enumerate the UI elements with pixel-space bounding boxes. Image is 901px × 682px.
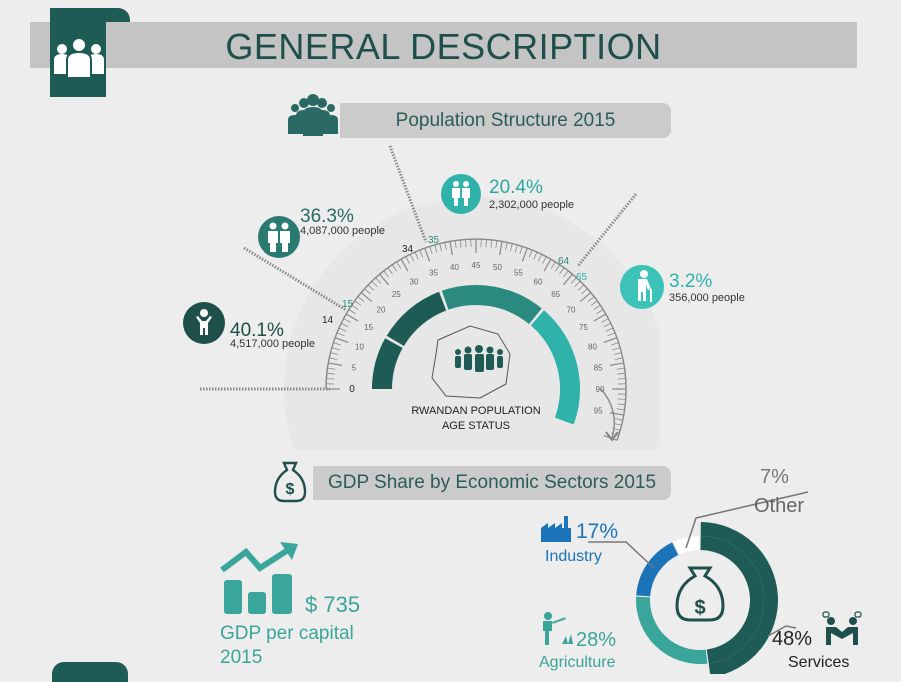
gauge-tick (618, 399, 626, 400)
gauge-scale-label: 25 (392, 290, 401, 299)
gauge-scale-label: 65 (551, 290, 560, 299)
trend-line (222, 550, 288, 570)
youth-people: 4,087,000 people (300, 225, 385, 238)
gauge-tick (486, 239, 487, 247)
adult-icon (441, 174, 481, 214)
gauge-scale-label: 5 (352, 364, 357, 373)
elderly-people: 356,000 people (669, 292, 745, 305)
gauge-scale-label: 10 (355, 343, 364, 352)
services-label: Services (788, 654, 849, 672)
child-icon (183, 302, 225, 344)
youth-icon-circle (258, 216, 300, 258)
gauge-scale-label: 35 (429, 269, 438, 278)
donut-dollar-sign: $ (694, 597, 705, 619)
gauge-segment-child (382, 343, 394, 389)
gauge-scale-label: 30 (410, 278, 419, 287)
gauge-scale-label: 85 (594, 364, 603, 373)
adult-icon-circle (441, 174, 481, 214)
adult-percent: 20.4% (489, 178, 543, 198)
services-handshake-icon (822, 611, 862, 647)
growth-chart-icon (218, 540, 302, 616)
services-percent: 48% (772, 628, 812, 651)
industry-factory-icon (539, 514, 573, 544)
youth-icon (258, 216, 300, 258)
elderly-icon (620, 265, 664, 309)
gauge-scale-label: 80 (588, 343, 597, 352)
gauge-scale-label: 40 (450, 263, 459, 272)
boundary-label-35: 35 (428, 235, 440, 246)
gauge-scale-label: 70 (567, 305, 576, 314)
growth-bar-1 (224, 580, 242, 614)
growth-bar-2 (248, 592, 266, 614)
page-title: GENERAL DESCRIPTION (110, 25, 777, 69)
elderly-icon-circle (620, 265, 664, 309)
elderly-percent: 3.2% (669, 272, 712, 292)
adult-people: 2,302,000 people (489, 199, 574, 212)
gauge-scale-label: 95 (594, 407, 603, 416)
population-section-title: Population Structure 2015 (340, 103, 671, 138)
child-people: 4,517,000 people (230, 338, 315, 351)
money-bag-icon: $ (272, 459, 308, 503)
youth-percent: 36.3% (300, 207, 354, 227)
gauge-caption-line1: RWANDAN POPULATION (411, 405, 540, 417)
header-tab-curl (100, 8, 130, 22)
agriculture-farmer-icon (538, 610, 578, 648)
child-icon-circle (183, 302, 225, 344)
gauge-scale-label: 0 (349, 384, 355, 395)
svg-text:$: $ (286, 481, 295, 498)
gauge-scale-label: 60 (534, 278, 543, 287)
gdp-per-capita-value: $ 735 (305, 592, 360, 618)
gauge-scale-label: 55 (514, 269, 523, 278)
next-section-tab (52, 662, 128, 682)
boundary-label-15: 15 (342, 299, 354, 310)
boundary-label-14: 14 (322, 315, 334, 326)
gauge-scale-label: 20 (377, 305, 386, 314)
growth-bar-3 (272, 574, 292, 614)
people-group-icon (52, 36, 106, 82)
industry-percent: 17% (576, 520, 618, 544)
gauge-tick (618, 379, 626, 380)
boundary-label-34: 34 (402, 244, 414, 255)
agriculture-label: Agriculture (539, 654, 615, 672)
boundary-label-65: 65 (576, 272, 588, 283)
other-percent: 7% (760, 466, 789, 489)
boundary-label-64: 64 (558, 256, 570, 267)
gdp-per-capita-label: GDP per capital (220, 623, 354, 645)
gauge-scale-label: 45 (472, 261, 481, 270)
agriculture-percent: 28% (576, 629, 616, 652)
gdp-per-capita-year: 2015 (220, 647, 262, 669)
gauge-scale-label: 15 (364, 323, 373, 332)
gauge-scale-label: 75 (579, 323, 588, 332)
gauge-scale-label: 50 (493, 263, 502, 272)
industry-label: Industry (545, 548, 602, 566)
gauge-tick (466, 239, 467, 247)
gauge-caption-line2: AGE STATUS (442, 420, 510, 432)
other-label: Other (754, 495, 804, 518)
population-icon (287, 94, 339, 136)
gauge-tick (326, 379, 334, 380)
